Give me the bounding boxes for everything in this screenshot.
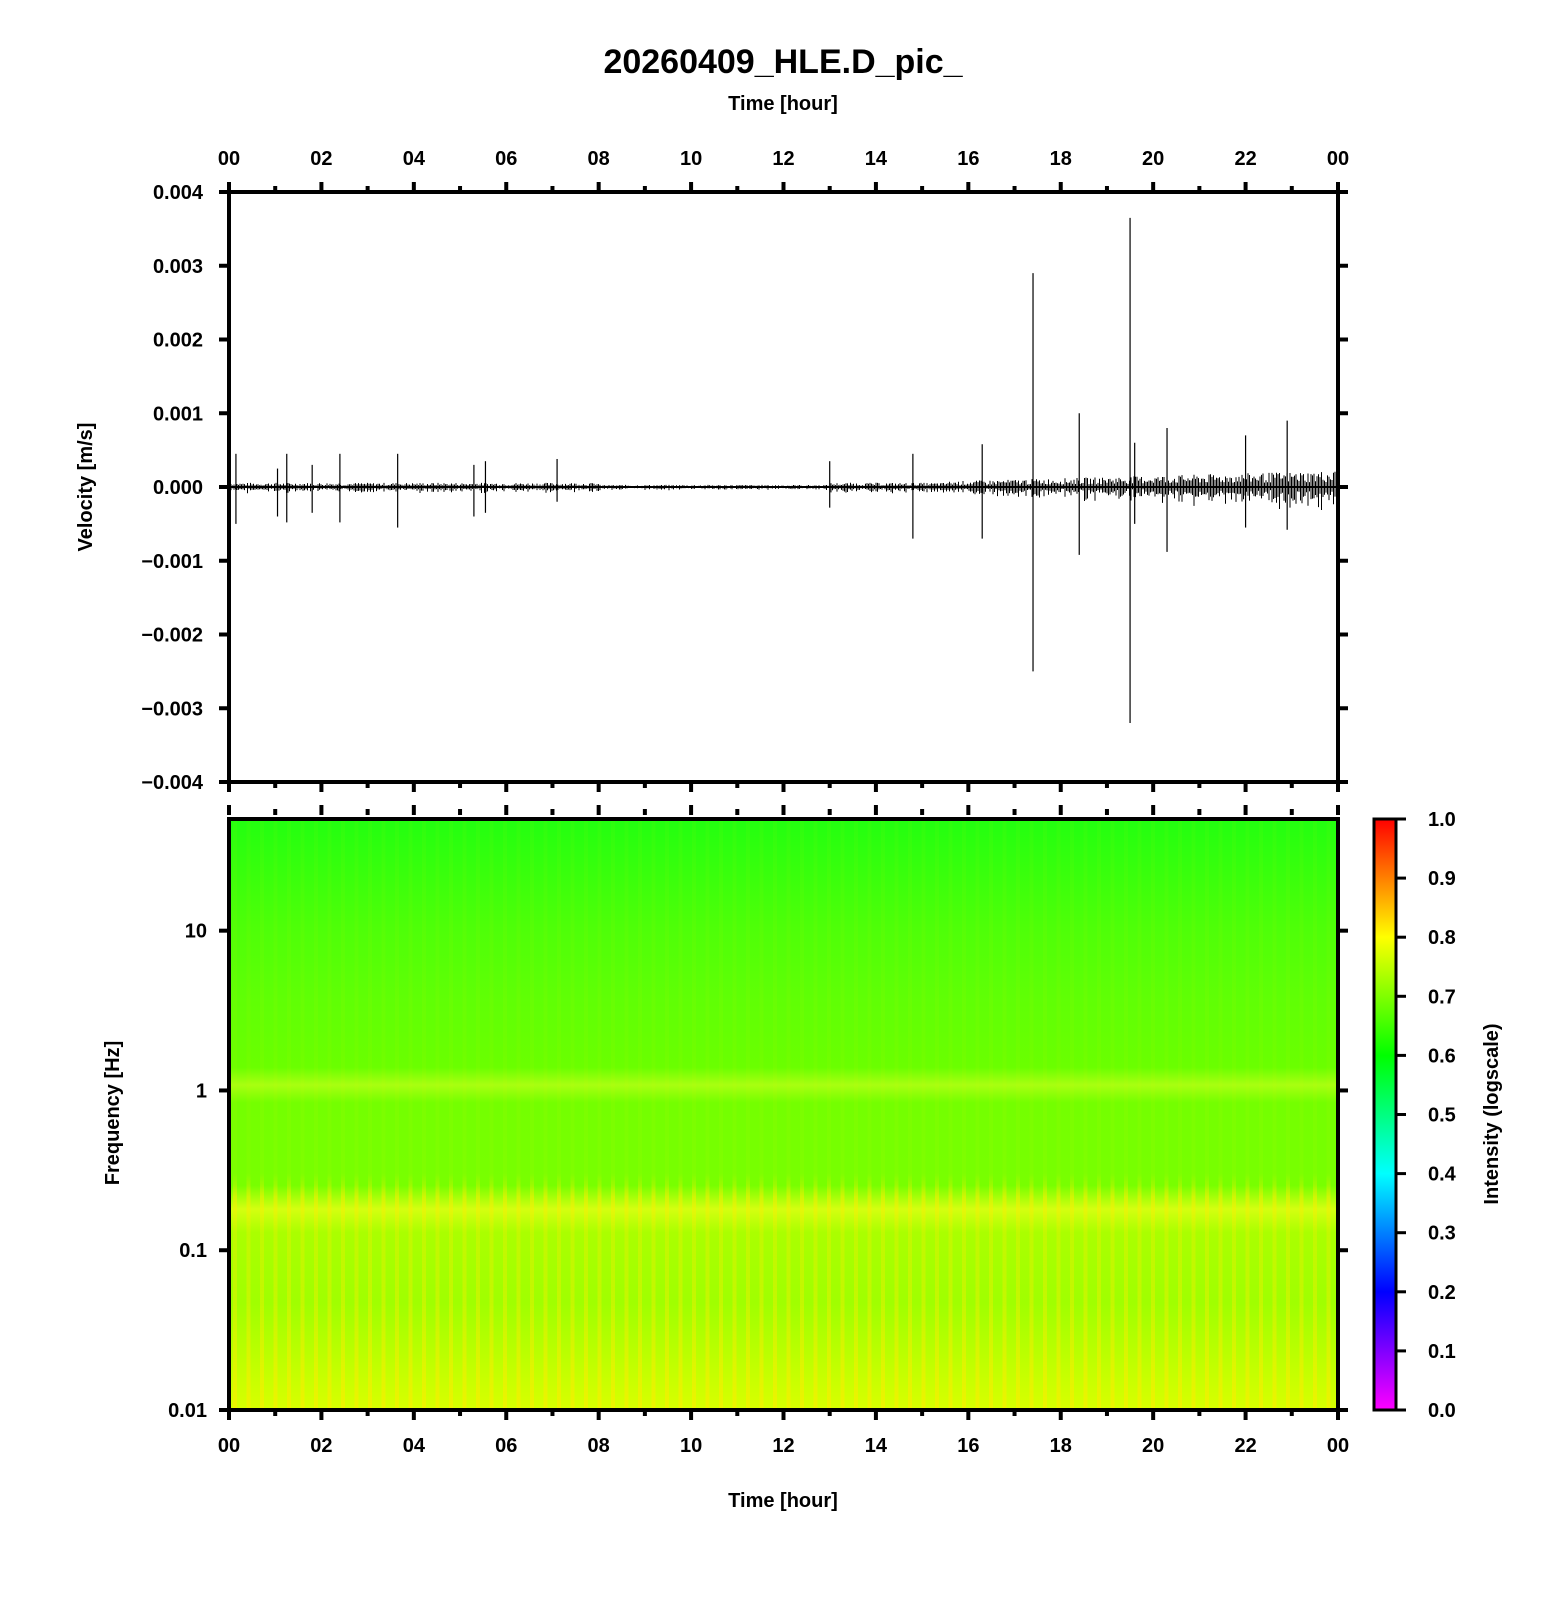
spectrogram-plot-frame xyxy=(227,817,1340,1412)
waveform-y-ticks: 0.004 0.003 0.002 0.001 0.000 −0.001 −0.002 −0.… xyxy=(141,182,1348,794)
colorbar-label: Intensity (logscale) xyxy=(1481,1023,1503,1204)
waveform-top-tick-label: 12 xyxy=(772,148,794,170)
spectrogram-x-tick-label: 10 xyxy=(680,1435,702,1457)
spectrogram-x-tick-label: 16 xyxy=(957,1435,979,1457)
spectrogram-x-tick-label: 00 xyxy=(218,1435,240,1457)
colorbar-tick-label: 0.1 xyxy=(1428,1341,1456,1363)
spectrogram-x-tick-label: 14 xyxy=(865,1435,888,1457)
colorbar-tick-label: 0.0 xyxy=(1428,1400,1456,1422)
waveform-top-tick-label: 14 xyxy=(865,148,888,170)
waveform-y-tick-label: 0.002 xyxy=(153,330,203,352)
colorbar-tick-label: 0.3 xyxy=(1428,1223,1456,1245)
waveform-plot-frame xyxy=(227,190,1340,784)
spectrogram-x-tick-label: 08 xyxy=(588,1435,610,1457)
colorbar-tick-label: 0.8 xyxy=(1428,927,1456,949)
spectrogram-stripes xyxy=(229,819,1338,1410)
spectrogram-x-tick-label: 00 xyxy=(1327,1435,1349,1457)
waveform-top-tick-label: 16 xyxy=(957,148,979,170)
colorbar-tick-label: 0.5 xyxy=(1428,1105,1456,1127)
waveform-y-axis-label: Velocity [m/s] xyxy=(75,423,97,552)
spectrogram-y-ticks: 10 1 0.1 0.01 xyxy=(168,921,1348,1422)
chart-title: 20260409_HLE.D_pic_ xyxy=(603,43,963,81)
waveform-top-tick-label: 10 xyxy=(680,148,702,170)
waveform-y-tick-label: 0.004 xyxy=(153,182,204,204)
waveform-top-tick-label: 04 xyxy=(403,148,426,170)
colorbar-tick-label: 0.7 xyxy=(1428,986,1456,1008)
waveform-top-tick-label: 08 xyxy=(588,148,610,170)
waveform-y-tick-label: 0.000 xyxy=(153,477,203,499)
spectrogram-x-tick-label: 22 xyxy=(1234,1435,1256,1457)
top-x-axis-label: Time [hour] xyxy=(728,93,838,115)
spectrogram-y-tick-label: 0.1 xyxy=(179,1240,207,1262)
colorbar-tick-label: 1.0 xyxy=(1428,809,1456,831)
waveform-top-tick-label: 22 xyxy=(1234,148,1256,170)
spectrogram-y-axis-label: Frequency [Hz] xyxy=(102,1041,124,1185)
waveform-y-tick-label: −0.002 xyxy=(141,625,203,647)
spectrogram-panel: 00 02 04 06 08 10 12 14 16 18 20 22 00 10 1 0.1 0.01 Fr… xyxy=(102,805,1349,1512)
spectrogram-x-tick-label: 20 xyxy=(1142,1435,1164,1457)
waveform-top-tick-label: 20 xyxy=(1142,148,1164,170)
waveform-y-tick-label: 0.003 xyxy=(153,256,203,278)
waveform-y-tick-label: 0.001 xyxy=(153,403,203,425)
spectrogram-y-tick-label: 1 xyxy=(196,1080,207,1102)
spectrogram-x-tick-label: 06 xyxy=(495,1435,517,1457)
spectrogram-x-axis-label: Time [hour] xyxy=(728,1490,838,1512)
colorbar-ticks: 1.0 0.9 0.8 0.7 0.6 0.5 0.4 0.3 0.2 0.1 0.0 xyxy=(1396,809,1457,1422)
waveform-top-tick-label: 06 xyxy=(495,148,517,170)
waveform-y-tick-label: −0.003 xyxy=(141,698,203,720)
waveform-top-tick-label: 18 xyxy=(1050,148,1072,170)
spectrogram-x-tick-label: 02 xyxy=(310,1435,332,1457)
spectrogram-x-tick-label: 18 xyxy=(1050,1435,1072,1457)
colorbar-tick-label: 0.4 xyxy=(1428,1164,1457,1186)
spectrogram-y-tick-label: 10 xyxy=(185,921,207,943)
waveform-top-tick-label: 00 xyxy=(1327,148,1349,170)
waveform-y-tick-label: −0.001 xyxy=(141,551,203,573)
waveform-top-tick-label: 00 xyxy=(218,148,240,170)
waveform-trace xyxy=(229,217,1338,723)
waveform-top-x-ticks: 00 02 04 06 08 10 12 14 16 18 20 22 00 xyxy=(218,148,1349,192)
colorbar-gradient xyxy=(1372,817,1398,1412)
spectrogram-y-tick-label: 0.01 xyxy=(168,1400,207,1422)
waveform-top-tick-label: 02 xyxy=(310,148,332,170)
spectrogram-x-tick-label: 12 xyxy=(772,1435,794,1457)
colorbar-tick-label: 0.6 xyxy=(1428,1045,1456,1067)
waveform-y-tick-label: −0.004 xyxy=(141,772,204,794)
waveform-noise xyxy=(230,471,1336,510)
colorbar-tick-label: 0.2 xyxy=(1428,1282,1456,1304)
colorbar-tick-label: 0.9 xyxy=(1428,868,1456,890)
spectrogram-x-tick-label: 04 xyxy=(403,1435,426,1457)
waveform-panel: 00 02 04 06 08 10 12 14 16 18 20 22 00 0.0040.0030.0… xyxy=(75,148,1349,794)
colorbar: 1.0 0.9 0.8 0.7 0.6 0.5 0.4 0.3 0.2 0.1 0.0 Intens… xyxy=(1372,809,1503,1422)
